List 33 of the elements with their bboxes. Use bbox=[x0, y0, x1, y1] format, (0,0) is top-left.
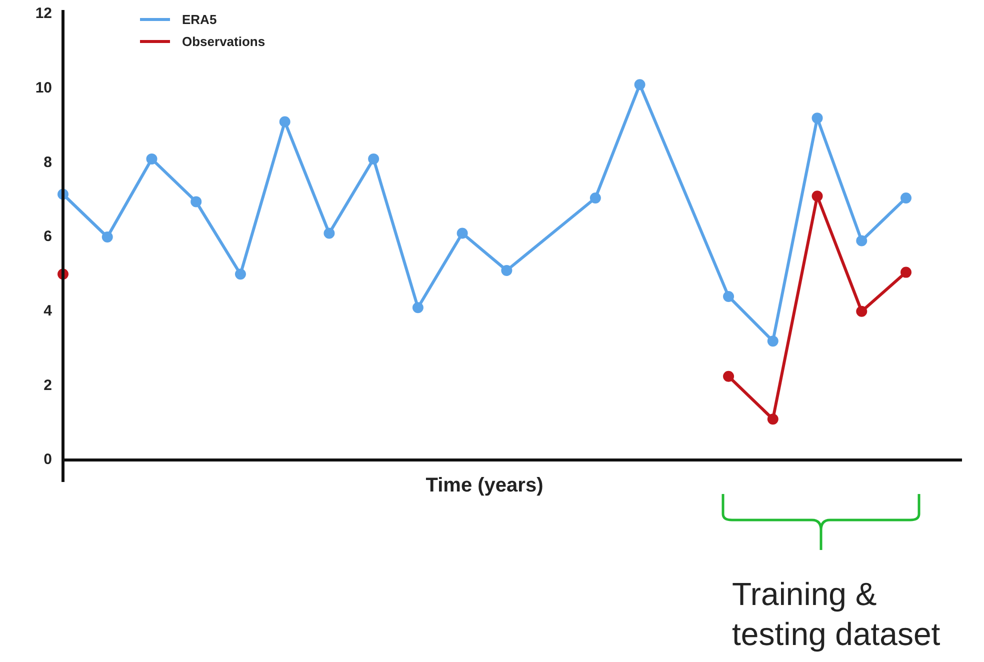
point bbox=[767, 336, 778, 347]
point bbox=[279, 116, 290, 128]
point bbox=[634, 79, 646, 90]
x-axis-title: Time (years) bbox=[426, 474, 544, 497]
y-tick-label: 12 bbox=[35, 5, 52, 22]
point bbox=[723, 290, 734, 302]
point bbox=[900, 192, 912, 204]
point bbox=[812, 112, 823, 124]
point bbox=[368, 153, 380, 164]
point bbox=[146, 153, 158, 164]
legend-label: ERA5 bbox=[182, 12, 217, 26]
y-tick-label: 0 bbox=[44, 451, 52, 468]
y-tick-label: 6 bbox=[44, 228, 52, 246]
point bbox=[900, 266, 912, 278]
point bbox=[190, 196, 202, 208]
y-tick-label: 4 bbox=[44, 302, 53, 320]
legend-label: Observations bbox=[182, 34, 266, 48]
point bbox=[767, 414, 778, 425]
y-tick-label: 10 bbox=[35, 79, 52, 96]
point bbox=[412, 302, 424, 314]
point bbox=[501, 264, 512, 276]
point bbox=[102, 232, 113, 242]
point bbox=[856, 235, 868, 246]
point bbox=[456, 228, 468, 239]
point bbox=[234, 268, 246, 280]
point bbox=[324, 228, 335, 239]
y-tick-label: 8 bbox=[44, 154, 52, 171]
point bbox=[590, 192, 601, 204]
point bbox=[723, 370, 734, 382]
point bbox=[856, 306, 868, 317]
point bbox=[812, 190, 823, 202]
y-tick-label: 2 bbox=[44, 376, 52, 394]
text: Training & testing dataset bbox=[732, 575, 940, 654]
